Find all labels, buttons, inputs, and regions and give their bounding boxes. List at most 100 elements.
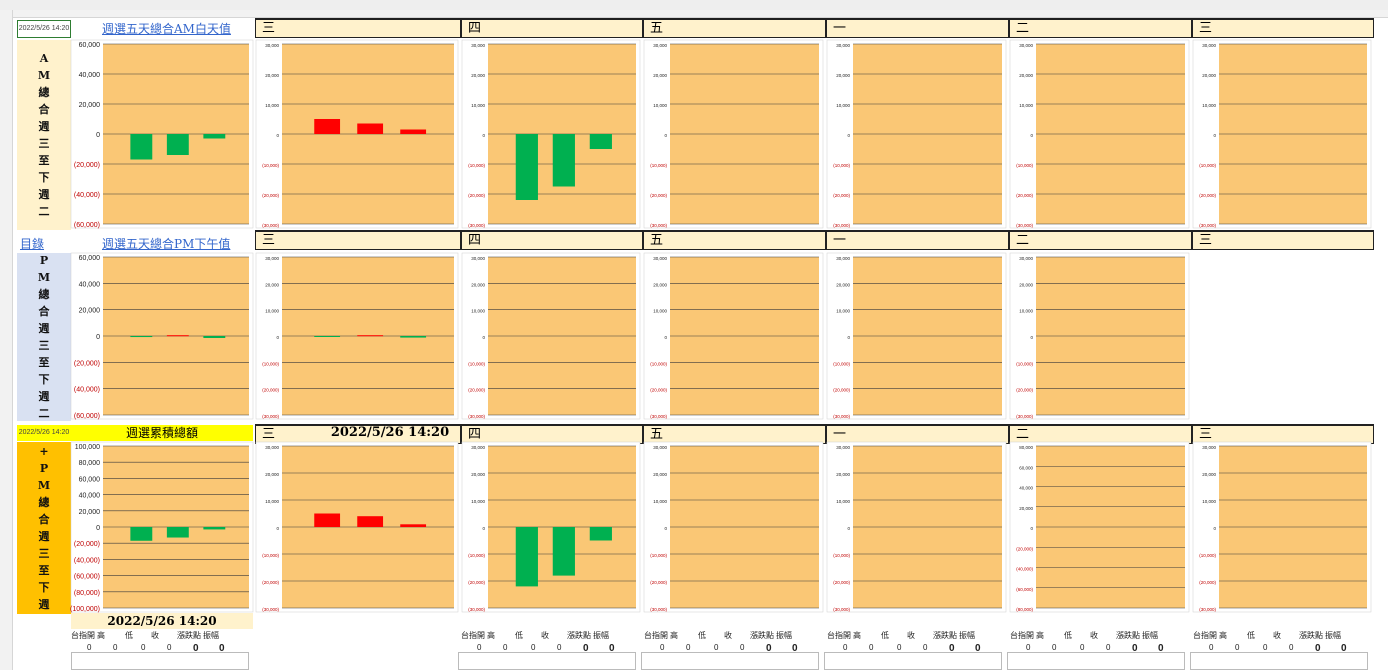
y-tick-label: (20,000) bbox=[468, 193, 485, 198]
y-tick-label: (20,000) bbox=[74, 541, 100, 548]
y-tick-label: (20,000) bbox=[833, 193, 850, 198]
vertical-label-char: 週 bbox=[38, 188, 50, 201]
y-tick-label: (80,000) bbox=[1016, 607, 1033, 612]
y-tick-label: 20,000 bbox=[79, 102, 101, 109]
y-tick-label: 0 bbox=[276, 526, 279, 531]
y-tick-label: (10,000) bbox=[262, 361, 279, 366]
stats-value: 0 bbox=[1235, 643, 1240, 652]
y-tick-label: (10,000) bbox=[833, 163, 850, 168]
y-tick-label: 0 bbox=[1030, 526, 1033, 531]
y-tick-label: 0 bbox=[1213, 526, 1216, 531]
vertical-label-char: 至 bbox=[38, 154, 50, 167]
bar bbox=[400, 524, 427, 527]
vertical-label-char: 三 bbox=[38, 137, 50, 150]
y-tick-label: 20,000 bbox=[1019, 282, 1033, 287]
chart-frame bbox=[1192, 441, 1372, 613]
day-header-1-4: 一 bbox=[826, 18, 1009, 38]
day-header-3-4: 一 bbox=[826, 424, 1009, 444]
mini-chart-box-3 bbox=[641, 652, 819, 670]
stats-label: 台指開 bbox=[644, 631, 668, 640]
y-tick-label: (10,000) bbox=[650, 361, 667, 366]
y-tick-label: 20,000 bbox=[1019, 73, 1033, 78]
bar bbox=[130, 134, 153, 160]
y-tick-label: 20,000 bbox=[79, 509, 101, 516]
y-tick-label: 20,000 bbox=[653, 282, 667, 287]
y-tick-label: 10,000 bbox=[265, 499, 279, 504]
y-tick-label: (30,000) bbox=[1016, 223, 1033, 228]
stats-value: 0 bbox=[113, 643, 118, 652]
y-tick-label: 10,000 bbox=[1202, 103, 1216, 108]
stats-label: 低 bbox=[515, 631, 523, 640]
y-tick-label: (20,000) bbox=[1016, 546, 1033, 551]
mini-chart-box-6 bbox=[1190, 652, 1368, 670]
stats-label: 高 bbox=[1219, 631, 1227, 640]
vertical-label-char: 至 bbox=[38, 356, 50, 369]
y-tick-label: 20,000 bbox=[653, 73, 667, 78]
y-tick-label: 0 bbox=[847, 526, 850, 531]
y-tick-label: 0 bbox=[1030, 335, 1033, 340]
y-tick-label: 0 bbox=[664, 526, 667, 531]
chart-am-3: 30,000 20,000 10,000 0 (10,000) (20,000) (30,0… bbox=[643, 39, 824, 229]
stats-value: 0 bbox=[714, 643, 719, 652]
y-tick-label: (10,000) bbox=[650, 163, 667, 168]
y-tick-label: 60,000 bbox=[79, 255, 101, 262]
bar bbox=[203, 336, 226, 338]
chart-total-14: 30,000 20,000 10,000 0 (10,000) (20,000) (30,0… bbox=[255, 441, 459, 613]
y-tick-label: 30,000 bbox=[471, 43, 485, 48]
y-tick-label: (60,000) bbox=[74, 574, 100, 581]
bar bbox=[203, 527, 226, 530]
chart-frame bbox=[255, 252, 459, 420]
vertical-label-char: 合 bbox=[38, 103, 50, 116]
stats-value: 0 bbox=[1026, 643, 1031, 652]
cell-a1-time[interactable]: 2022/5/26 14:20 bbox=[17, 20, 71, 38]
y-tick-label: 0 bbox=[482, 133, 485, 138]
am-title-link[interactable]: 週選五天總合AM白天值 bbox=[102, 22, 231, 36]
y-tick-label: (20,000) bbox=[650, 193, 667, 198]
y-tick-label: (10,000) bbox=[833, 553, 850, 558]
day-header-2-4: 一 bbox=[826, 230, 1009, 250]
chart-am-2: 30,000 20,000 10,000 0 (10,000) (20,000) (30,0… bbox=[461, 39, 641, 229]
stats-value: 0 bbox=[1052, 643, 1057, 652]
stats-value: 0 bbox=[766, 643, 772, 654]
y-tick-label: (80,000) bbox=[74, 590, 100, 597]
y-tick-label: (30,000) bbox=[1016, 414, 1033, 419]
toc-link[interactable]: 目錄 bbox=[20, 237, 45, 251]
stats-label: 低 bbox=[698, 631, 706, 640]
y-tick-label: 20,000 bbox=[471, 282, 485, 287]
y-tick-label: (30,000) bbox=[1199, 223, 1216, 228]
stats-label: 收 bbox=[1273, 631, 1281, 640]
chart-frame bbox=[643, 39, 824, 229]
chart-frame bbox=[1009, 252, 1190, 420]
plot-area bbox=[853, 446, 1002, 608]
day-header-1-1: 三 bbox=[255, 18, 461, 38]
vertical-label-char: 總 bbox=[38, 288, 50, 301]
vertical-label-char: 週 bbox=[38, 120, 50, 133]
chart-frame bbox=[255, 441, 459, 613]
plot-area bbox=[1036, 257, 1185, 415]
chart-frame bbox=[643, 252, 824, 420]
chart-frame bbox=[70, 39, 254, 229]
y-tick-label: (40,000) bbox=[74, 192, 100, 199]
chart-pm-8: 30,000 20,000 10,000 0 (10,000) (20,000) (30,0… bbox=[255, 252, 459, 420]
vertical-label-char: 週 bbox=[38, 322, 50, 335]
chart-frame bbox=[1009, 441, 1190, 613]
stats-label: 低 bbox=[1064, 631, 1072, 640]
y-tick-label: 30,000 bbox=[265, 256, 279, 261]
y-tick-label: (60,000) bbox=[1016, 587, 1033, 592]
chart-am-5: 30,000 20,000 10,000 0 (10,000) (20,000) (30,0… bbox=[1009, 39, 1190, 229]
mini-chart-box-5 bbox=[1007, 652, 1185, 670]
vertical-label-char: 二 bbox=[38, 407, 50, 420]
y-tick-label: (20,000) bbox=[262, 388, 279, 393]
chart-total-18: 80,000 60,000 40,000 20,000 0 (20,000) (40,000… bbox=[1009, 441, 1190, 613]
stats-label: 振幅 bbox=[1325, 631, 1341, 640]
y-tick-label: 30,000 bbox=[653, 445, 667, 450]
y-tick-label: 40,000 bbox=[1019, 486, 1033, 491]
stats-value: 0 bbox=[843, 643, 848, 652]
y-tick-label: 30,000 bbox=[836, 43, 850, 48]
plot-area bbox=[488, 257, 636, 415]
pm-title-link[interactable]: 週選五天總合PM下午值 bbox=[102, 237, 231, 251]
column-header-ruler bbox=[12, 10, 1388, 18]
y-tick-label: 0 bbox=[847, 133, 850, 138]
